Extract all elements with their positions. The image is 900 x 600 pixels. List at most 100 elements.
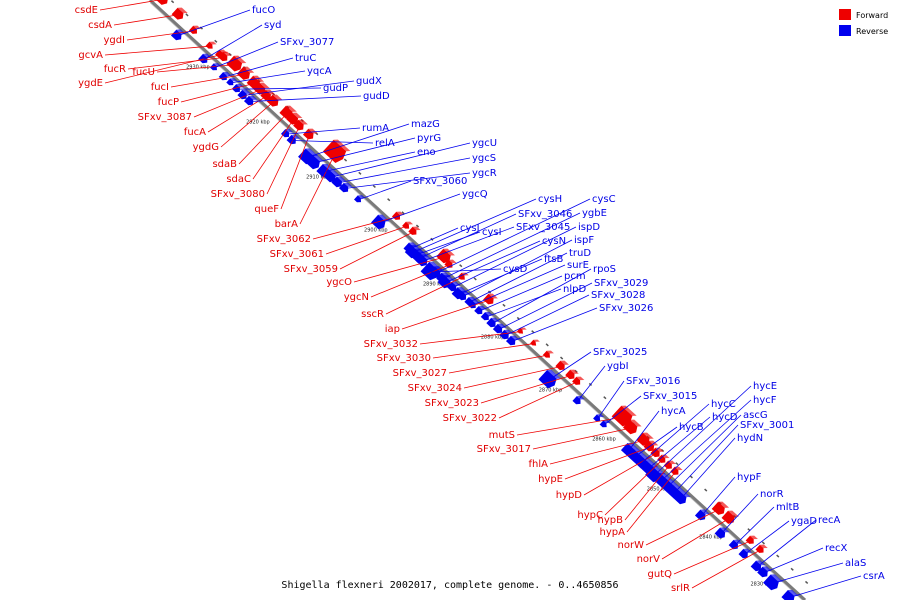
reverse-leader-line (358, 180, 412, 201)
forward-leader-line (564, 446, 651, 480)
forward-gene-label: SFxv_3023 (425, 398, 479, 409)
reverse-gene-label: relA (375, 138, 395, 149)
forward-leader-line (280, 134, 310, 210)
reverse-gene-label: ygbE (582, 208, 607, 219)
reverse-leader-line (653, 385, 752, 476)
reverse-leader-line (337, 157, 471, 184)
reverse-gene-label: norR (760, 489, 784, 500)
forward-leader-line (370, 264, 450, 298)
reverse-leader-line (442, 212, 581, 280)
reverse-gene-label: nlpD (563, 284, 586, 295)
reverse-gene-label: ygcU (472, 138, 497, 149)
forward-gene-label: ygcN (344, 292, 369, 303)
reverse-leader-line (409, 227, 459, 250)
forward-leader-line (266, 125, 300, 195)
track-dash (387, 198, 391, 202)
reverse-leader-line (249, 95, 362, 102)
reverse-gene-label: hycE (753, 381, 777, 392)
forward-leader-line (604, 459, 663, 516)
forward-leader-line (549, 439, 645, 465)
forward-gene-label: hypD (556, 490, 583, 501)
forward-gene-SFxv_3024 (555, 360, 569, 371)
forward-gene-label: fucU (132, 67, 155, 78)
reverse-gene-label: SFxv_3015 (643, 391, 697, 402)
track-dash (675, 462, 679, 466)
axis-tick-label: 2830 kbp (750, 581, 774, 587)
forward-gene-label: fucA (184, 127, 206, 138)
reverse-gene-label: pyrG (417, 133, 441, 144)
reverse-gene-gudX (237, 89, 251, 100)
axis-tick-label: 2860 kbp (592, 436, 616, 442)
reverse-leader-line (223, 57, 294, 78)
forward-leader-line (220, 101, 274, 148)
forward-gene-label: norW (618, 540, 645, 551)
reverse-leader-line (323, 151, 416, 173)
track-dash (502, 303, 506, 307)
track-dash (603, 396, 607, 400)
forward-gene-label: gutQ (648, 569, 673, 580)
reverse-leader-line (214, 41, 279, 69)
reverse-gene-label: rumA (362, 123, 389, 134)
reverse-gene-label: SFxv_3029 (594, 278, 648, 289)
reverse-leader-line (680, 437, 736, 499)
track-dash (372, 184, 376, 189)
reverse-gene-label: SFxv_3045 (516, 222, 570, 233)
reverse-gene-label: SFxv_3016 (626, 376, 680, 387)
reverse-gene-label: gudD (363, 91, 390, 102)
reverse-leader-line (701, 476, 736, 517)
forward-leader-line (432, 343, 535, 359)
forward-gene-label: sdaB (212, 159, 237, 170)
reverse-leader-line (763, 547, 824, 574)
track-dash (343, 158, 348, 162)
reverse-leader-line (577, 365, 606, 402)
reverse-gene-nlpD (480, 311, 494, 321)
reverse-leader-line (661, 399, 752, 481)
reverse-leader-line (511, 307, 598, 342)
reverse-gene-label: gudX (356, 76, 382, 87)
forward-gene-fucI (236, 66, 255, 80)
forward-gene-label: srlR (671, 583, 690, 594)
forward-gene-SFxv_3059 (408, 226, 421, 235)
forward-leader-line (104, 45, 211, 56)
reverse-gene-cysI (410, 248, 425, 260)
axis-tick-label: 2930 kbp (186, 64, 210, 70)
reverse-leader-line (597, 380, 625, 420)
reverse-leader-line (603, 395, 642, 426)
track-dash (776, 554, 780, 558)
forward-leader-line (645, 509, 720, 546)
reverse-leader-line (641, 403, 710, 463)
reverse-gene-label: cysC (592, 194, 616, 205)
track-dash (185, 13, 189, 17)
reverse-gene-label: gudP (323, 83, 348, 94)
reverse-leader-line (435, 198, 591, 274)
reverse-gene-label: syd (264, 20, 281, 31)
forward-gene-label: fhlA (529, 459, 549, 470)
forward-gene-label: SFxv_3061 (270, 249, 324, 260)
reverse-gene-SFxv_3016 (593, 414, 605, 422)
forward-gene-srlR (755, 544, 768, 553)
reverse-gene-label: SFxv_3026 (599, 303, 653, 314)
reverse-gene-label: SFxv_3001 (740, 420, 794, 431)
reverse-gene-label: eno (417, 147, 436, 158)
forward-leader-line (339, 231, 414, 270)
track-dash (415, 224, 420, 228)
forward-gene-label: ygdG (193, 142, 219, 153)
reverse-gene-label: SFxv_3060 (413, 176, 467, 187)
track-dash (804, 580, 809, 585)
axis-tick-label: 2840 kbp (699, 534, 723, 540)
axis-tick-label: 2910 kbp (306, 174, 330, 180)
forward-gene-label: iap (385, 324, 400, 335)
reverse-leader-line (313, 137, 416, 164)
reverse-leader-line (306, 123, 410, 158)
reverse-gene-label: cysI (482, 227, 502, 238)
reverse-gene-SFxv_3026 (505, 335, 520, 346)
reverse-gene-label: ygaD (791, 516, 817, 527)
reverse-leader-line (445, 240, 541, 284)
legend-forward-swatch (839, 9, 851, 20)
forward-leader-line (419, 331, 521, 345)
forward-gene-label: ygdE (78, 78, 103, 89)
reverse-gene-label: ygcQ (462, 189, 488, 200)
forward-gene-label: SFxv_3027 (393, 368, 447, 379)
map-caption: Shigella flexneri 2002017, complete geno… (281, 580, 618, 591)
reverse-gene-label: truC (295, 53, 316, 64)
